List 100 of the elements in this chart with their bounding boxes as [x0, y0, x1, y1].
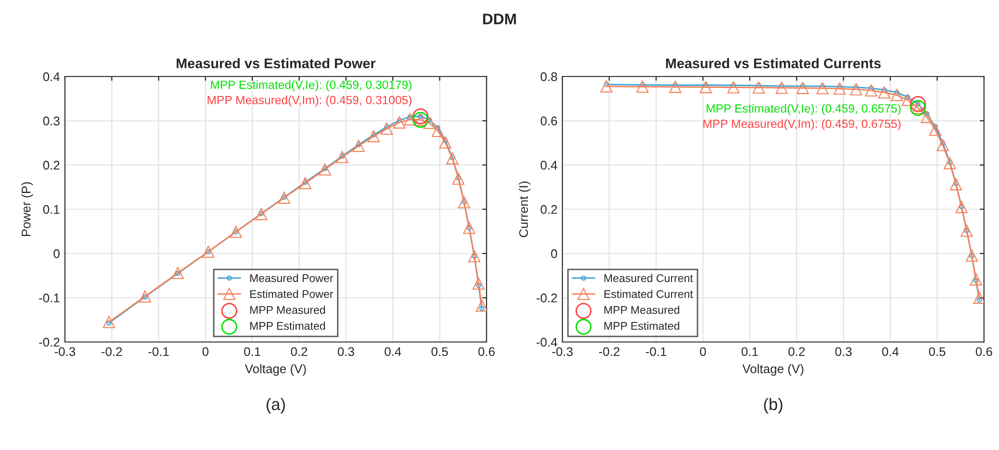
x-axis-title: Voltage (V) — [742, 364, 804, 376]
point — [966, 250, 978, 262]
point — [230, 226, 242, 238]
text: (b) — [764, 398, 782, 414]
point — [850, 83, 862, 96]
point — [299, 177, 312, 190]
y-axis-title: Current (I) — [518, 182, 530, 238]
y-tick-label: 0 — [551, 249, 558, 258]
legend-label: Measured Current — [604, 274, 693, 282]
point — [432, 124, 444, 138]
point — [973, 292, 984, 304]
legend-label: Estimated Power — [250, 290, 334, 298]
legend-label: Measured Power — [250, 274, 334, 282]
legend-label: MPP Estimated — [250, 322, 325, 330]
y-tick-label: -0.2 — [536, 294, 557, 302]
legend-label: MPP Measured — [604, 306, 680, 314]
y-tick-label: 0.8 — [540, 72, 558, 82]
point — [669, 80, 682, 93]
y-tick-label: 0 — [54, 249, 60, 258]
point — [472, 278, 485, 290]
point — [960, 224, 973, 237]
point — [752, 81, 765, 94]
x-tick-label: -0.2 — [102, 347, 122, 356]
x-tick-label: 0 — [700, 347, 706, 356]
point — [336, 150, 348, 164]
point — [936, 139, 949, 152]
chart-title: Measured vs Estimated Currents — [666, 58, 881, 68]
y-axis-title: Power (P) — [21, 182, 33, 236]
annotation: MPP Estimated(V,Ie): (0.459, 0.6575) — [706, 104, 901, 115]
point — [318, 163, 331, 176]
point — [600, 80, 613, 93]
x-tick-label: 0.6 — [976, 347, 992, 356]
point — [776, 82, 788, 94]
point — [138, 290, 152, 302]
point — [950, 178, 962, 190]
y-tick-label: 0.2 — [43, 160, 60, 170]
x-tick-label: 0.3 — [338, 347, 354, 356]
point — [255, 208, 268, 220]
point — [944, 157, 956, 170]
point — [439, 136, 452, 149]
point — [878, 86, 890, 99]
point — [920, 110, 933, 124]
x-tick-label: -0.1 — [646, 347, 666, 356]
y-tick-label: -0.4 — [536, 338, 558, 347]
y-tick-label: 0.2 — [540, 205, 557, 214]
point — [865, 84, 878, 97]
point — [636, 80, 649, 93]
x-axis-title: Voltage (V) — [244, 364, 306, 376]
point — [412, 108, 428, 124]
point — [910, 96, 926, 112]
x-tick-label: 0.5 — [431, 347, 448, 356]
x-tick-label: -0.1 — [148, 347, 169, 356]
point — [452, 172, 464, 185]
x-tick-label: 0 — [202, 347, 208, 356]
text: DDM — [483, 14, 516, 24]
point — [924, 111, 930, 116]
annotation: MPP Estimated(V,Ie): (0.459, 0.30179) — [211, 80, 412, 92]
legend-label: MPP Estimated — [604, 322, 680, 330]
point — [368, 130, 380, 142]
point — [393, 116, 406, 129]
point — [890, 89, 903, 102]
point — [102, 316, 116, 328]
point — [463, 222, 476, 234]
point — [446, 152, 458, 164]
point — [458, 196, 470, 208]
y-tick-label: 0.4 — [540, 160, 558, 170]
point — [955, 200, 968, 214]
point — [423, 116, 436, 130]
legend-label: MPP Measured — [250, 306, 325, 314]
x-tick-label: 0.2 — [290, 347, 308, 356]
x-tick-label: -0.2 — [599, 347, 620, 356]
x-tick-label: 0.1 — [244, 347, 260, 356]
annotation: MPP Measured(V,Im): (0.459, 0.31005) — [208, 96, 412, 107]
y-tick-label: 0.3 — [43, 116, 60, 126]
point — [727, 81, 740, 94]
point — [796, 82, 809, 94]
x-tick-label: 0.4 — [882, 347, 899, 356]
point — [352, 140, 365, 152]
point — [278, 192, 290, 204]
point — [202, 246, 214, 258]
point — [172, 266, 184, 280]
x-tick-label: 0.5 — [928, 347, 946, 356]
x-tick-label: 0.3 — [835, 347, 852, 356]
x-tick-label: 0.6 — [478, 347, 495, 356]
x-tick-label: 0.2 — [788, 347, 805, 356]
x-tick-label: 0.4 — [384, 347, 402, 356]
point — [476, 300, 487, 312]
annotation: MPP Measured(V,Im): (0.459, 0.6755) — [703, 119, 901, 130]
point — [929, 124, 942, 136]
legend-label: Estimated Current — [604, 290, 693, 298]
chart-title: Measured vs Estimated Power — [176, 58, 376, 68]
y-tick-label: 0.4 — [43, 72, 60, 82]
point — [902, 94, 914, 106]
point — [380, 122, 393, 135]
point — [404, 113, 416, 126]
text: (a) — [266, 398, 285, 414]
y-tick-label: -0.2 — [39, 338, 60, 347]
x-tick-label: 0.1 — [742, 347, 758, 356]
y-tick-label: -0.1 — [39, 294, 60, 302]
y-tick-label: 0.6 — [540, 116, 558, 126]
